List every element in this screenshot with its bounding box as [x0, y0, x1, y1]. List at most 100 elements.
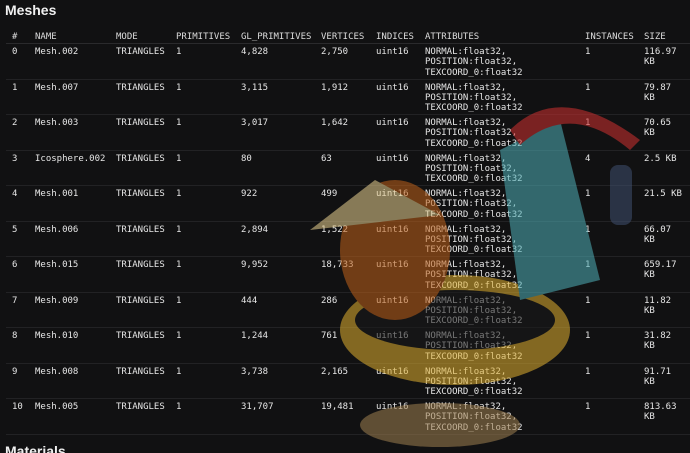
cell: 761 — [315, 327, 370, 364]
cell: TRIANGLES — [110, 43, 170, 80]
cell: Mesh.002 — [29, 43, 110, 80]
cell: 1 — [170, 114, 235, 151]
column-header-vertices[interactable]: VERTICES — [315, 30, 370, 44]
cell: TRIANGLES — [110, 114, 170, 151]
cell: 79.87 KB — [638, 79, 690, 115]
cell: NORMAL:float32, POSITION:float32, TEXCOO… — [419, 363, 579, 399]
cell: uint16 — [370, 327, 419, 364]
cell: 1 — [170, 185, 235, 222]
cell: uint16 — [370, 398, 419, 435]
cell: Mesh.010 — [29, 327, 110, 364]
cell: 1 — [170, 221, 235, 257]
cell: 1 — [170, 363, 235, 399]
cell: 2,894 — [235, 221, 315, 257]
table-row: 2 Mesh.003 TRIANGLES 1 3,017 1,642 uint16 NORMA… — [6, 114, 690, 151]
column-header-indices[interactable]: INDICES — [370, 30, 419, 44]
table-row: 7 Mesh.009 TRIANGLES 1 444 286 uint16 NORMAL:fl… — [6, 292, 690, 328]
cell: 659.17 KB — [638, 256, 690, 293]
cell: 1 — [579, 114, 638, 151]
column-header-primitives[interactable]: PRIMITIVES — [170, 30, 235, 44]
section-title-meshes: Meshes — [5, 2, 57, 18]
cell: Mesh.015 — [29, 256, 110, 293]
cell: 3,017 — [235, 114, 315, 151]
cell: 1,522 — [315, 221, 370, 257]
cell: 70.65 KB — [638, 114, 690, 151]
meshes-table: # NAME MODE PRIMITIVES GL_PRIMITIVES VERTICES… — [6, 30, 690, 435]
cell: 1,244 — [235, 327, 315, 364]
cell: 1 — [579, 43, 638, 80]
column-header-size[interactable]: SIZE — [638, 30, 690, 44]
cell: 9,952 — [235, 256, 315, 293]
cell: 1 — [579, 256, 638, 293]
cell: 2,165 — [315, 363, 370, 399]
cell: 1 — [579, 79, 638, 115]
cell: 1,642 — [315, 114, 370, 151]
column-header-attributes[interactable]: ATTRIBUTES — [419, 30, 579, 44]
column-header-instances[interactable]: INSTANCES — [579, 30, 638, 44]
cell: Mesh.001 — [29, 185, 110, 222]
cell: 9 — [6, 363, 29, 399]
cell: 2,750 — [315, 43, 370, 80]
cell: 6 — [6, 256, 29, 293]
cell: NORMAL:float32, POSITION:float32, TEXCOO… — [419, 398, 579, 435]
cell: 1 — [170, 327, 235, 364]
table-row: 0 Mesh.002 TRIANGLES 1 4,828 2,750 uint16 NORMA… — [6, 43, 690, 80]
cell: NORMAL:float32, POSITION:float32, TEXCOO… — [419, 114, 579, 151]
cell: uint16 — [370, 221, 419, 257]
cell: 1 — [170, 292, 235, 328]
column-header-index[interactable]: # — [6, 30, 29, 44]
cell: 1 — [170, 256, 235, 293]
cell: TRIANGLES — [110, 363, 170, 399]
cell: 116.97 KB — [638, 43, 690, 80]
cell: 21.5 KB — [638, 185, 690, 222]
cell: 91.71 KB — [638, 363, 690, 399]
table-row: 4 Mesh.001 TRIANGLES 1 922 499 uint16 NORMAL:fl… — [6, 185, 690, 222]
cell: uint16 — [370, 363, 419, 399]
cell: 2.5 KB — [638, 150, 690, 186]
cell: 1 — [6, 79, 29, 115]
cell: 31,707 — [235, 398, 315, 435]
cell: 2 — [6, 114, 29, 151]
cell: NORMAL:float32, POSITION:float32, TEXCOO… — [419, 221, 579, 257]
cell: 4 — [579, 150, 638, 186]
table-row: 5 Mesh.006 TRIANGLES 1 2,894 1,522 uint16 NORMA… — [6, 221, 690, 257]
cell: Mesh.006 — [29, 221, 110, 257]
column-header-gl-primitives[interactable]: GL_PRIMITIVES — [235, 30, 315, 44]
cell: 1,912 — [315, 79, 370, 115]
cell: 1 — [579, 398, 638, 435]
cell: 499 — [315, 185, 370, 222]
cell: NORMAL:float32, POSITION:float32, TEXCOO… — [419, 185, 579, 222]
cell: 10 — [6, 398, 29, 435]
cell: 5 — [6, 221, 29, 257]
column-header-name[interactable]: NAME — [29, 30, 110, 44]
cell: 1 — [579, 327, 638, 364]
cell: 18,733 — [315, 256, 370, 293]
cell: TRIANGLES — [110, 221, 170, 257]
table-row: 6 Mesh.015 TRIANGLES 1 9,952 18,733 uint16 NORM… — [6, 256, 690, 293]
cell: 1 — [170, 150, 235, 186]
cell: 286 — [315, 292, 370, 328]
cell: 3,738 — [235, 363, 315, 399]
cell: 1 — [170, 43, 235, 80]
cell: Mesh.007 — [29, 79, 110, 115]
cell: Mesh.003 — [29, 114, 110, 151]
cell: 19,481 — [315, 398, 370, 435]
table-row: 8 Mesh.010 TRIANGLES 1 1,244 761 uint16 NORMAL:… — [6, 327, 690, 364]
cell: NORMAL:float32, POSITION:float32, TEXCOO… — [419, 79, 579, 115]
cell: uint16 — [370, 150, 419, 186]
table-header: # NAME MODE PRIMITIVES GL_PRIMITIVES VERTICES… — [6, 30, 690, 44]
cell: 8 — [6, 327, 29, 364]
cell: NORMAL:float32, POSITION:float32, TEXCOO… — [419, 43, 579, 80]
cell: 1 — [579, 185, 638, 222]
cell: Mesh.008 — [29, 363, 110, 399]
cell: 4 — [6, 185, 29, 222]
table-row: 10 Mesh.005 TRIANGLES 1 31,707 19,481 uint16 NO… — [6, 398, 690, 435]
column-header-mode[interactable]: MODE — [110, 30, 170, 44]
cell: 63 — [315, 150, 370, 186]
cell: TRIANGLES — [110, 185, 170, 222]
cell: Mesh.009 — [29, 292, 110, 328]
cell: 922 — [235, 185, 315, 222]
cell: 80 — [235, 150, 315, 186]
table-row: 3 Icosphere.002 TRIANGLES 1 80 63 uint16 NORMAL… — [6, 150, 690, 186]
cell: 66.07 KB — [638, 221, 690, 257]
